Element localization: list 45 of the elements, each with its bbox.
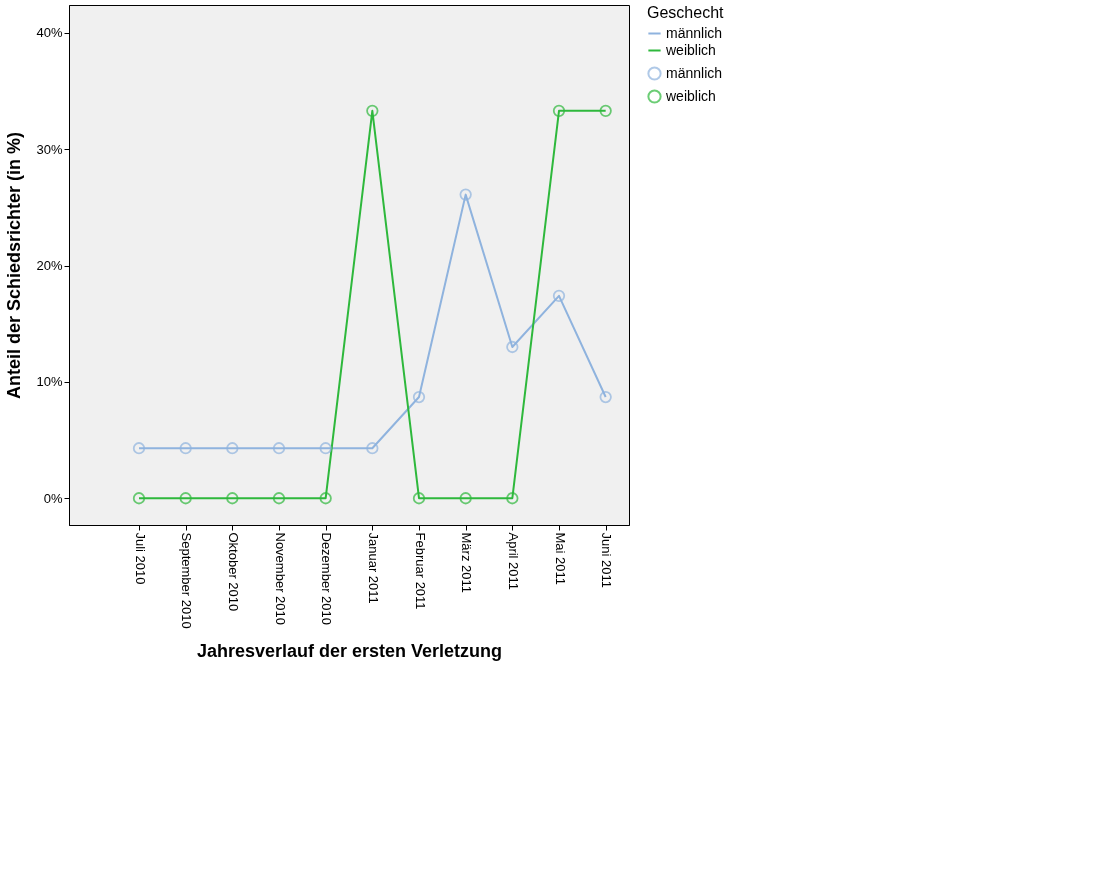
point <box>179 492 192 505</box>
point <box>506 492 519 505</box>
y-tick-label: 10% <box>36 374 63 390</box>
point <box>132 492 146 505</box>
x-tick-label: Juni 2011 <box>599 532 615 588</box>
legend-title: Geschecht <box>647 4 725 21</box>
point <box>226 442 239 455</box>
x-tick-label: April 2011 <box>505 532 521 591</box>
point <box>319 442 332 455</box>
x-tick-label: März 2011 <box>459 532 475 593</box>
point <box>412 492 426 505</box>
text: männlich <box>666 24 723 41</box>
point <box>506 340 519 354</box>
point <box>599 390 612 404</box>
point <box>272 442 286 455</box>
point <box>226 492 239 505</box>
point <box>319 492 332 505</box>
text: weiblich <box>666 41 716 58</box>
point <box>132 442 146 455</box>
point <box>272 492 286 505</box>
legend-label: männlich <box>666 64 723 81</box>
x-tick-label: September 2010 <box>179 532 195 629</box>
point <box>179 442 192 455</box>
point <box>412 390 426 404</box>
y-tick-label: 20% <box>36 258 63 274</box>
point <box>459 492 472 505</box>
point <box>552 104 566 117</box>
x-tick-label: Oktober 2010 <box>225 532 241 612</box>
x-tick-label: November 2010 <box>272 532 288 625</box>
point <box>552 289 566 302</box>
point <box>366 104 379 117</box>
x-tick-label: Mai 2011 <box>552 532 568 586</box>
point <box>459 188 472 201</box>
y-tick-label: 0% <box>43 490 63 506</box>
x-axis-title: Jahresverlauf der ersten Verletzung <box>196 640 503 661</box>
y-tick-label: 40% <box>36 25 63 41</box>
x-tick-label: Dezember 2010 <box>319 532 335 625</box>
point <box>366 442 379 455</box>
x-tick-label: Februar 2011 <box>412 532 428 610</box>
y-tick-label: 30% <box>36 141 63 157</box>
point <box>599 104 612 117</box>
x-tick-label: Juli 2010 <box>132 532 148 585</box>
legend-label: weiblich <box>665 87 716 104</box>
x-tick-label: Januar 2011 <box>365 532 381 604</box>
y-axis-title: Anteil der Schiedsrichter (in %) <box>4 131 25 400</box>
